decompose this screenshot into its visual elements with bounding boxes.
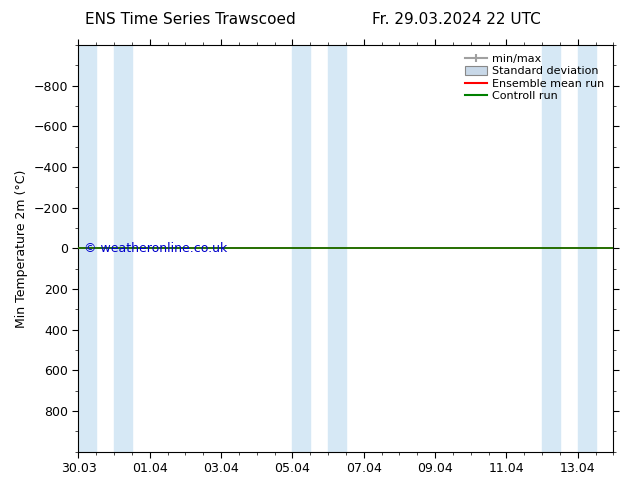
Text: ENS Time Series Trawscoed: ENS Time Series Trawscoed [85,12,295,27]
Bar [542,45,560,452]
Bar [328,45,346,452]
Bar [79,45,96,452]
Bar [114,45,132,452]
Bar [578,45,595,452]
Y-axis label: Min Temperature 2m (°C): Min Temperature 2m (°C) [15,169,28,327]
Text: © weatheronline.co.uk: © weatheronline.co.uk [84,242,227,255]
Text: Fr. 29.03.2024 22 UTC: Fr. 29.03.2024 22 UTC [372,12,541,27]
Legend: min/max, Standard deviation, Ensemble mean run, Controll run: min/max, Standard deviation, Ensemble me… [461,50,608,104]
Bar [292,45,310,452]
